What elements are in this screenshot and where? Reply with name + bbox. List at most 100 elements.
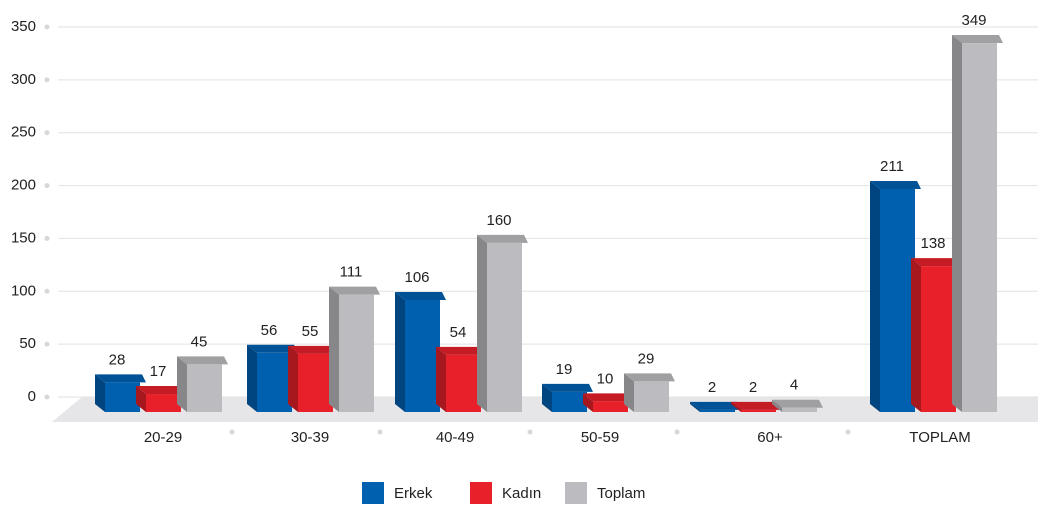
data-label: 56 bbox=[261, 322, 278, 339]
bar-side bbox=[870, 180, 880, 412]
bar-top bbox=[477, 234, 528, 243]
bar-front bbox=[446, 354, 481, 412]
bar bbox=[136, 386, 187, 412]
data-label: 17 bbox=[150, 363, 167, 380]
bar-front bbox=[741, 409, 776, 412]
x-tick-label: 30-39 bbox=[291, 429, 329, 446]
bar-top bbox=[288, 345, 339, 354]
data-label: 160 bbox=[486, 212, 511, 229]
bar-top bbox=[731, 401, 782, 410]
legend-label: Erkek bbox=[394, 485, 433, 502]
bar-front bbox=[782, 407, 817, 412]
y-tick-label: 50 bbox=[19, 335, 36, 352]
bar-top bbox=[436, 346, 487, 355]
y-tick-dot bbox=[44, 288, 50, 294]
x-separator bbox=[845, 429, 851, 435]
y-tick-label: 300 bbox=[11, 71, 36, 88]
bar-top bbox=[952, 35, 1003, 44]
bar-side bbox=[583, 393, 593, 412]
data-label: 349 bbox=[961, 12, 986, 29]
bar-top bbox=[247, 344, 298, 353]
data-label: 10 bbox=[597, 370, 614, 387]
legend-swatch bbox=[470, 482, 492, 504]
bar-side bbox=[247, 344, 257, 412]
x-separator bbox=[674, 429, 680, 435]
y-tick-dot bbox=[44, 77, 50, 83]
x-tick-label: TOPLAM bbox=[909, 429, 970, 446]
bar-side bbox=[329, 286, 339, 412]
bar-front bbox=[921, 266, 956, 412]
legend-label: Toplam bbox=[597, 485, 645, 502]
bar-top bbox=[95, 374, 146, 383]
bar-front bbox=[298, 353, 333, 412]
data-label: 28 bbox=[109, 351, 126, 368]
bar bbox=[247, 344, 298, 412]
bar-side bbox=[136, 386, 146, 412]
bar-front bbox=[593, 401, 628, 412]
x-tick-label: 40-49 bbox=[436, 429, 474, 446]
y-tick-dot bbox=[44, 235, 50, 241]
data-label: 138 bbox=[920, 235, 945, 252]
data-label: 19 bbox=[556, 361, 573, 378]
bar bbox=[583, 393, 634, 412]
bar-side bbox=[690, 401, 700, 412]
data-label: 45 bbox=[191, 333, 208, 350]
bar-top bbox=[542, 383, 593, 392]
bar-side bbox=[731, 401, 741, 412]
bar-side bbox=[911, 258, 921, 412]
x-tick-label: 50-59 bbox=[581, 429, 619, 446]
bar bbox=[870, 180, 921, 412]
bar bbox=[624, 373, 675, 412]
bar bbox=[772, 399, 823, 412]
bar-top bbox=[177, 356, 228, 365]
bar-side bbox=[952, 35, 962, 413]
data-label: 111 bbox=[340, 264, 363, 281]
bar-side bbox=[772, 399, 782, 412]
bar-side bbox=[542, 383, 552, 412]
bar bbox=[542, 383, 593, 412]
y-tick-label: 350 bbox=[11, 18, 36, 35]
bar-front bbox=[187, 364, 222, 412]
bar-top bbox=[136, 386, 187, 395]
data-label: 29 bbox=[638, 350, 655, 367]
bar-front bbox=[700, 409, 735, 412]
y-tick-dot bbox=[44, 183, 50, 189]
data-label: 211 bbox=[880, 158, 904, 175]
x-separator bbox=[229, 429, 235, 435]
x-separator bbox=[527, 429, 533, 435]
bar-top bbox=[911, 258, 962, 267]
bar-front bbox=[105, 382, 140, 412]
bar-front bbox=[634, 381, 669, 412]
legend-label: Kadın bbox=[502, 485, 541, 502]
bar-top bbox=[395, 291, 446, 300]
y-tick-dot bbox=[44, 130, 50, 136]
bar-front bbox=[552, 391, 587, 412]
bar bbox=[477, 234, 528, 412]
y-tick-label: 250 bbox=[11, 124, 36, 141]
x-tick-label: 20-29 bbox=[144, 429, 182, 446]
legend-swatch bbox=[362, 482, 384, 504]
legend-swatch bbox=[565, 482, 587, 504]
bar bbox=[329, 286, 380, 412]
bar-front bbox=[487, 242, 522, 412]
bar-top bbox=[583, 393, 634, 402]
bar-front bbox=[339, 294, 374, 412]
bar bbox=[288, 345, 339, 412]
bar-side bbox=[177, 356, 187, 412]
data-label: 54 bbox=[450, 324, 467, 341]
bar-side bbox=[624, 373, 634, 412]
data-label: 2 bbox=[749, 379, 757, 396]
data-label: 4 bbox=[790, 377, 798, 394]
y-tick-label: 0 bbox=[28, 388, 36, 405]
bar bbox=[395, 291, 446, 412]
bar-top bbox=[624, 373, 675, 382]
bar bbox=[911, 258, 962, 412]
bar bbox=[952, 35, 1003, 413]
y-tick-dot bbox=[44, 24, 50, 30]
y-tick-label: 200 bbox=[11, 177, 36, 194]
y-tick-dot bbox=[44, 394, 50, 400]
y-tick-label: 100 bbox=[11, 282, 36, 299]
bar-top bbox=[870, 180, 921, 189]
bar-front bbox=[880, 188, 915, 412]
y-tick-dot bbox=[44, 341, 50, 347]
